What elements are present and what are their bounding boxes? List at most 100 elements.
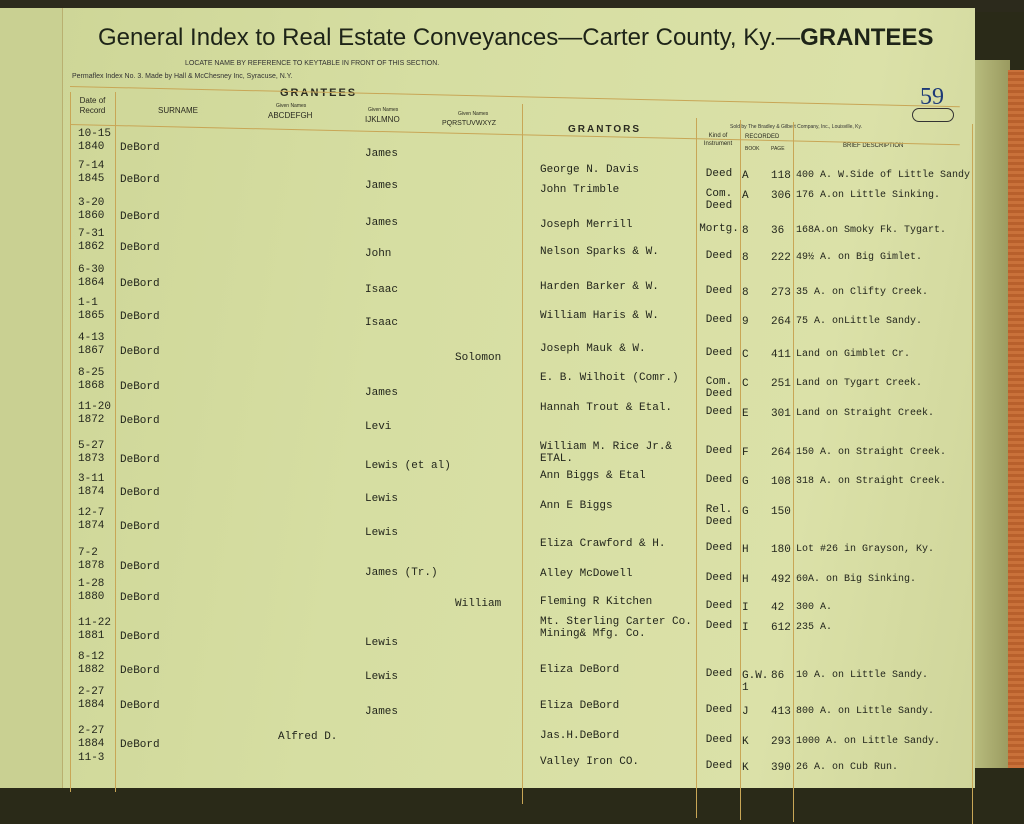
record-month-day: 1-1 (78, 297, 98, 309)
binder-edge (1008, 70, 1024, 768)
surname: DeBord (120, 142, 160, 154)
page-ref: 492 (771, 574, 791, 586)
record-date: 11-3 (78, 752, 104, 765)
page-stack-edge (975, 60, 1010, 768)
instrument-kind: Deed (705, 347, 733, 359)
record-date: 10-15 1840 (78, 128, 111, 154)
header-description: BRIEF DESCRIPTION (843, 143, 904, 149)
record-year: 1845 (78, 173, 105, 185)
brief-description: 10 A. on Little Sandy. (796, 670, 929, 681)
book: G.W. 1 (742, 670, 769, 694)
header-surname: SURNAME (158, 106, 199, 115)
record-year: 1882 (78, 664, 105, 676)
given-name-p-z: Solomon (455, 352, 502, 364)
page-ref: 118 (771, 170, 791, 182)
surname: DeBord (120, 211, 160, 223)
grantor-name: Mt. Sterling Carter Co. Mining& Mfg. Co. (540, 616, 692, 640)
record-year: 1860 (78, 210, 105, 222)
record-year: 1874 (78, 486, 105, 498)
grantor-name: Jas.H.DeBord (540, 730, 620, 742)
page-ref: 180 (771, 544, 791, 556)
given-name-i-o: James (365, 217, 399, 229)
book: A (742, 190, 749, 202)
record-date: 12-7 1874 (78, 507, 104, 533)
record-date: 7-14 1845 (78, 160, 104, 186)
record-year: 1878 (78, 560, 105, 572)
book: 8 (742, 252, 749, 264)
given-name-i-o: Isaac (365, 317, 399, 329)
grantor-name: Joseph Mauk & W. (540, 343, 646, 355)
record-date: 11-20 1872 (78, 401, 111, 427)
grantor-name: Eliza DeBord (540, 700, 620, 712)
instrument-kind: Deed (705, 704, 733, 716)
given-name-i-o: James (365, 706, 399, 718)
page-ref: 86 (771, 670, 785, 682)
grantor-name: Harden Barker & W. (540, 281, 659, 293)
grantor-name: George N. Davis (540, 164, 640, 176)
page-ref: 301 (771, 408, 791, 420)
given-name-i-o: John (365, 248, 392, 260)
brief-description: 150 A. on Straight Creek. (796, 447, 947, 458)
brief-description: Land on Gimblet Cr. (796, 349, 911, 360)
instrument-kind: Deed (705, 314, 733, 326)
header-date: Date of Record (79, 96, 106, 115)
book: I (742, 622, 749, 634)
record-year: 1872 (78, 414, 105, 426)
surname: DeBord (120, 311, 160, 323)
surname: DeBord (120, 174, 160, 186)
ledger-page (0, 8, 975, 788)
record-month-day: 1-28 (78, 578, 105, 590)
instrument-kind: Deed (705, 168, 733, 180)
grantor-name: Eliza DeBord (540, 664, 620, 676)
given-name-i-o: James (365, 387, 399, 399)
record-date: 7-2 1878 (78, 547, 104, 573)
book: K (742, 736, 749, 748)
given-name-i-o: Lewis (365, 493, 399, 505)
instrument-kind: Deed (705, 445, 733, 457)
header-book: BOOK (745, 146, 760, 152)
brief-description: 1000 A. on Little Sandy. (796, 736, 941, 747)
record-month-day: 8-25 (78, 367, 105, 379)
surname: DeBord (120, 561, 160, 573)
book: G (742, 506, 749, 518)
instrument-kind: Deed (705, 250, 733, 262)
rule-kind-left (696, 118, 697, 818)
surname: DeBord (120, 346, 160, 358)
book: 8 (742, 287, 749, 299)
surname: DeBord (120, 487, 160, 499)
instrument-kind: Deed (705, 668, 733, 680)
surname: DeBord (120, 242, 160, 254)
instrument-kind: Com. Deed (705, 376, 733, 400)
book: C (742, 349, 749, 361)
given-name-i-o: James (365, 148, 399, 160)
instrument-kind: Deed (705, 620, 733, 632)
record-month-day: 10-15 (78, 128, 112, 140)
given-name-i-o: Lewis (365, 671, 399, 683)
instrument-kind: Deed (705, 542, 733, 554)
instrument-kind: Deed (705, 474, 733, 486)
header-page: PAGE (771, 146, 785, 152)
surname: DeBord (120, 739, 160, 751)
brief-description: 400 A. W.Side of Little Sandy (796, 170, 971, 181)
page-ref: 222 (771, 252, 791, 264)
record-month-day: 7-2 (78, 547, 98, 559)
surname: DeBord (120, 521, 160, 533)
record-date: 4-13 1867 (78, 332, 104, 358)
brief-description: 75 A. onLittle Sandy. (796, 316, 923, 327)
record-month-day: 11-3 (78, 752, 105, 764)
record-year: 1880 (78, 591, 105, 603)
page-ref: 411 (771, 349, 791, 361)
brief-description: 176 A.on Little Sinking. (796, 190, 941, 201)
record-year: 1864 (78, 277, 105, 289)
rule-book-left (740, 120, 741, 820)
page-ref: 390 (771, 762, 791, 774)
record-year: 1840 (78, 141, 105, 153)
surname: DeBord (120, 415, 160, 427)
page-ref: 306 (771, 190, 791, 202)
grantor-name: Nelson Sparks & W. (540, 246, 659, 258)
title-main: General Index to Real Estate Conveyances (98, 24, 559, 51)
header-given-a: ABCDEFGH (268, 111, 313, 120)
instrument-kind: Com. Deed (705, 188, 733, 212)
header-recorded: RECORDED (745, 134, 780, 140)
record-year: 1884 (78, 738, 105, 750)
